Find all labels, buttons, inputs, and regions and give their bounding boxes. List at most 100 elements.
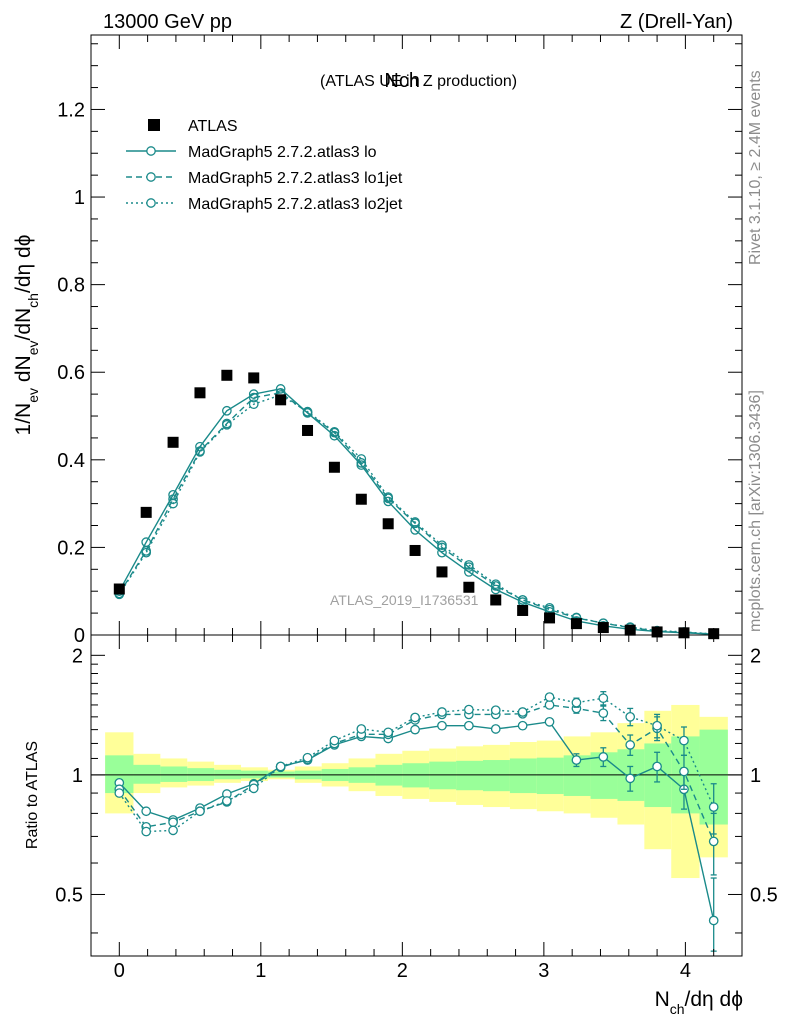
main-series-point-3: [410, 517, 420, 527]
main-series-point-1: [275, 384, 286, 394]
main-series-point-3: [464, 560, 474, 570]
ratio-series-point-1: [679, 766, 689, 777]
ratio-series-point-2: [302, 752, 313, 763]
main-series-point-1: [248, 389, 259, 399]
main-ytick-label: 0: [74, 625, 85, 647]
main-data-point: [463, 581, 475, 593]
legend-marker-3: [146, 198, 156, 208]
ratio-plot-content: [91, 691, 742, 952]
main-series-point-3: [222, 419, 232, 430]
ratio-series-point-0: [141, 806, 152, 817]
main-series-line-2: [118, 392, 714, 635]
ratio-series-point-0: [464, 720, 474, 731]
main-series-point-3: [141, 547, 152, 558]
ratio-series-point-2: [679, 735, 689, 746]
ratio-series-point-2: [329, 735, 340, 746]
ratio-series-point-2: [195, 806, 205, 817]
main-series-point-1: [490, 584, 501, 595]
ratio-inner: [91, 691, 742, 952]
legend-marker-data: [148, 119, 160, 131]
main-data-point: [221, 369, 233, 381]
main-ytick-label: 0.4: [57, 450, 85, 472]
main-ytick-label: 0.2: [57, 537, 85, 559]
ratio-series-point-2: [464, 704, 474, 715]
legend-label-3: MadGraph5 2.7.2.atlas3 lo2jet: [188, 196, 403, 213]
main-data-point: [167, 436, 179, 448]
main-plot-subtitle: (ATLAS UE in Z production): [320, 73, 517, 90]
header-left-label: 13000 GeV pp: [103, 11, 232, 33]
main-series-point-3: [490, 579, 501, 590]
main-data-point: [302, 424, 314, 436]
ratio-series-point-2: [598, 693, 609, 704]
ratio-band-inner: [160, 766, 188, 782]
main-data-point: [113, 583, 125, 595]
main-data-point: [490, 594, 502, 606]
ratio-series-point-2: [275, 761, 286, 772]
ratio-series-point-1: [598, 708, 609, 719]
main-data-point: [275, 394, 287, 406]
main-data-point: [436, 566, 448, 578]
legend: ATLAS MadGraph5 2.7.2.atlas3 lo MadGraph5 …: [126, 118, 403, 213]
ratio-series-point-2: [141, 826, 152, 837]
ratio-series-point-2: [517, 707, 528, 717]
main-series-point-3: [195, 447, 205, 457]
main-plot-content: [113, 369, 720, 640]
ratio-series-point-0: [544, 716, 555, 727]
ratio-series-point-0: [410, 724, 420, 735]
main-data-point: [382, 518, 394, 530]
main-data-point: [140, 506, 152, 518]
legend-marker-1: [146, 146, 156, 156]
main-data-point: [328, 461, 340, 473]
ratio-plot-ylabel: Ratio to ATLAS: [24, 741, 41, 849]
ratio-series-point-2: [490, 705, 501, 716]
ratio-series-point-0: [708, 915, 719, 926]
ratio-series-point-2: [248, 783, 259, 794]
ratio-series-point-1: [168, 817, 178, 828]
ratio-xtick-label: 1: [255, 960, 266, 982]
main-series-point-1: [437, 547, 447, 558]
ratio-series-point-2: [625, 711, 636, 722]
rivet-label: Rivet 3.1.10, ≥ 2.4M events: [747, 70, 764, 265]
ratio-band-inner: [483, 760, 510, 792]
ratio-ytick-label-left: 0.5: [55, 884, 83, 906]
main-series-point-3: [383, 492, 394, 502]
ratio-series-point-1: [708, 836, 719, 847]
ratio-series-point-2: [168, 825, 178, 836]
ratio-band-inner: [509, 758, 537, 794]
main-series-point-1: [222, 405, 232, 416]
main-data-point: [570, 618, 582, 630]
ratio-series-point-0: [490, 724, 501, 734]
ratio-xtick-label: 2: [397, 960, 408, 982]
ratio-series-line-2: [118, 696, 715, 833]
legend-label-0: ATLAS: [188, 118, 238, 135]
ratio-series-point-0: [571, 755, 582, 765]
main-series-point-3: [302, 406, 313, 417]
ratio-series-point-2: [222, 796, 232, 806]
ratio-series-point-0: [598, 752, 609, 762]
main-series-point-3: [248, 399, 259, 410]
ratio-series-point-1: [544, 700, 555, 710]
main-series-point-3: [517, 595, 528, 605]
main-plot-axes: 0 0.2 0.4 0.6 0.8 1 1.2: [57, 35, 743, 647]
ratio-ytick-label-left: 2: [72, 645, 83, 667]
ratio-ytick-label-left: 1: [72, 765, 83, 787]
ratio-series-point-2: [571, 697, 582, 708]
ratio-xtick-label: 3: [538, 960, 549, 982]
ratio-series-point-2: [708, 802, 719, 812]
ratio-series-point-2: [410, 712, 420, 723]
main-series-point-3: [544, 602, 555, 613]
ratio-xtick-label: 0: [114, 960, 125, 982]
main-ytick-label: 0.6: [57, 362, 85, 384]
main-data-point: [624, 624, 636, 636]
ratio-series-point-0: [652, 761, 662, 772]
main-ytick-label: 0.8: [57, 275, 85, 297]
main-series-point-2: [356, 458, 367, 468]
main-series-point-3: [329, 426, 340, 437]
main-data-point: [248, 372, 260, 384]
main-data-point: [194, 387, 206, 399]
main-series-point-3: [356, 454, 367, 464]
ratio-series-point-2: [383, 727, 394, 738]
legend-marker-2: [146, 172, 156, 182]
ratio-series-point-2: [544, 692, 555, 702]
ratio-plot-panel: 0.5 0.5 1 1 2 2 0 1 2 3 4: [55, 634, 778, 982]
